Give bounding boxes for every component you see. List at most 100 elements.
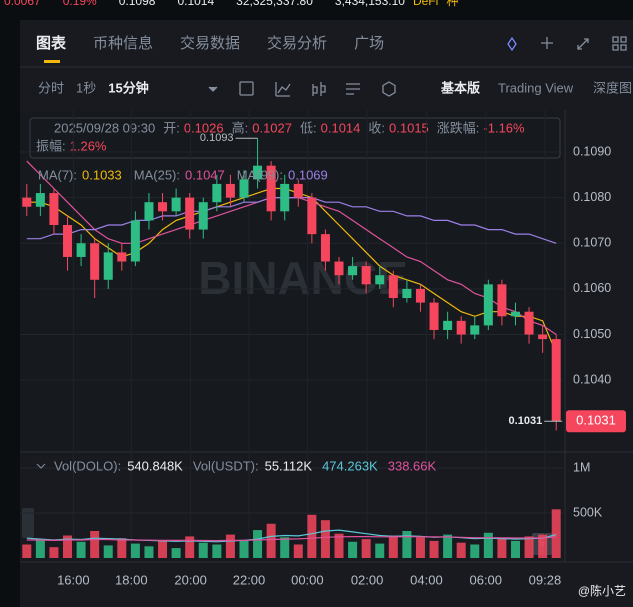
candle-body <box>443 320 453 330</box>
candle-body <box>280 183 290 212</box>
volume-bar <box>76 541 86 558</box>
candle-body <box>239 179 249 198</box>
volume-bar <box>63 535 73 558</box>
candle-body <box>49 193 59 226</box>
volume-bar <box>388 535 398 558</box>
candle-body <box>63 225 73 257</box>
volume-legend-value: 55.112K <box>265 458 313 473</box>
collapse-icon[interactable] <box>36 463 46 469</box>
volume-bar <box>49 547 59 558</box>
header-item: 32,325,337.80 <box>236 0 313 8</box>
y-tick-label: 0.1090 <box>573 144 611 158</box>
candle-body <box>171 197 181 212</box>
volume-bar <box>35 539 45 558</box>
ma-legend-value: 0.1047 <box>185 167 225 182</box>
candle-body <box>266 165 276 212</box>
volume-bar <box>320 520 330 558</box>
candle-body <box>225 183 235 198</box>
volume-bar <box>212 544 222 558</box>
icon[interactable] <box>346 83 360 95</box>
x-tick-label: 09:28 <box>529 572 562 587</box>
header-item: 0.0067 <box>4 0 41 8</box>
x-tick-label: 00:00 <box>291 572 324 587</box>
candle-body <box>402 288 412 299</box>
x-tick-label: 06:00 <box>469 572 502 587</box>
scroll-left[interactable] <box>22 508 34 538</box>
candle-body <box>483 284 493 326</box>
x-tick-label: 18:00 <box>115 572 148 587</box>
volume-bar <box>470 544 480 558</box>
last-price-box <box>566 410 626 433</box>
info-label: 高: <box>232 120 249 135</box>
ma-legend-name: MA(7): <box>38 167 77 182</box>
candle-body <box>348 266 358 276</box>
tab[interactable]: 交易分析 <box>267 34 327 52</box>
volume-ma-value: 474.263K <box>322 458 378 473</box>
volume-ma-line <box>26 529 557 543</box>
volume-bar <box>198 542 208 558</box>
watermark: BINANCE <box>198 252 408 304</box>
info-label: 低: <box>300 120 317 135</box>
tab-underline <box>44 60 60 63</box>
volume-bar <box>171 548 181 558</box>
icon[interactable] <box>541 37 553 49</box>
icon[interactable] <box>239 81 254 96</box>
icon[interactable] <box>577 38 589 50</box>
ma-legend-name: MA(99): <box>237 167 283 182</box>
dropdown[interactable] <box>208 86 218 92</box>
candle-body <box>538 334 548 340</box>
volume-bar <box>103 545 113 558</box>
volume-bar <box>497 538 507 558</box>
interval[interactable]: 分时 <box>38 80 64 95</box>
ma-line <box>26 187 557 354</box>
ma-legend-value: 0.1033 <box>82 167 122 182</box>
interval[interactable]: 15分钟 <box>108 80 148 95</box>
volume-ma-value: 338.66K <box>388 458 437 473</box>
volume-bar <box>144 546 154 558</box>
candle-body <box>375 275 385 285</box>
info-value: 0.1027 <box>252 120 292 135</box>
candle-body <box>144 202 154 221</box>
tab[interactable]: 广场 <box>354 35 384 52</box>
icon[interactable] <box>382 81 396 97</box>
icon[interactable] <box>312 82 326 96</box>
x-tick-label: 16:00 <box>57 572 90 587</box>
candle-body <box>198 202 208 230</box>
volume-bar <box>130 543 140 558</box>
candle-body <box>307 197 317 235</box>
view-option[interactable]: 基本版 <box>440 80 480 95</box>
y-tick-label: 0.1060 <box>573 281 611 295</box>
candle-body <box>415 288 425 303</box>
candle-body <box>90 243 100 280</box>
icon[interactable] <box>275 82 291 97</box>
ma-legend-value: 0.1069 <box>288 167 328 182</box>
info-value: 0.1015 <box>389 120 429 135</box>
view-option[interactable]: 深度图 <box>593 80 632 95</box>
candle-body <box>429 302 439 330</box>
volume-bar <box>239 539 249 558</box>
candle-body <box>551 339 561 422</box>
tab[interactable]: 图表 <box>36 34 67 52</box>
volume-bar <box>348 541 358 558</box>
volume-bar <box>293 544 303 558</box>
candle-body <box>158 202 168 212</box>
tab[interactable]: 币种信息 <box>93 35 153 52</box>
info-value: 1.26% <box>70 138 107 153</box>
x-tick-label: 22:00 <box>233 572 266 587</box>
candle-body <box>117 252 127 262</box>
candle-body <box>361 266 371 285</box>
x-tick-label: 02:00 <box>351 572 384 587</box>
volume-bar <box>280 537 290 558</box>
view-option[interactable]: Trading View <box>498 80 574 95</box>
info-value: -1.16% <box>483 120 525 135</box>
info-value: 0.1014 <box>321 120 361 135</box>
info-label: 振幅: <box>36 138 66 153</box>
tab[interactable]: 交易数据 <box>180 34 240 52</box>
header-item: 种 <box>446 0 458 8</box>
icon[interactable] <box>612 36 627 51</box>
interval[interactable]: 1秒 <box>76 80 96 95</box>
ma-legend-name: MA(25): <box>134 167 180 182</box>
toolbar-icons <box>208 36 627 97</box>
ai-icon[interactable] <box>507 36 517 52</box>
volume-bar <box>483 532 493 558</box>
